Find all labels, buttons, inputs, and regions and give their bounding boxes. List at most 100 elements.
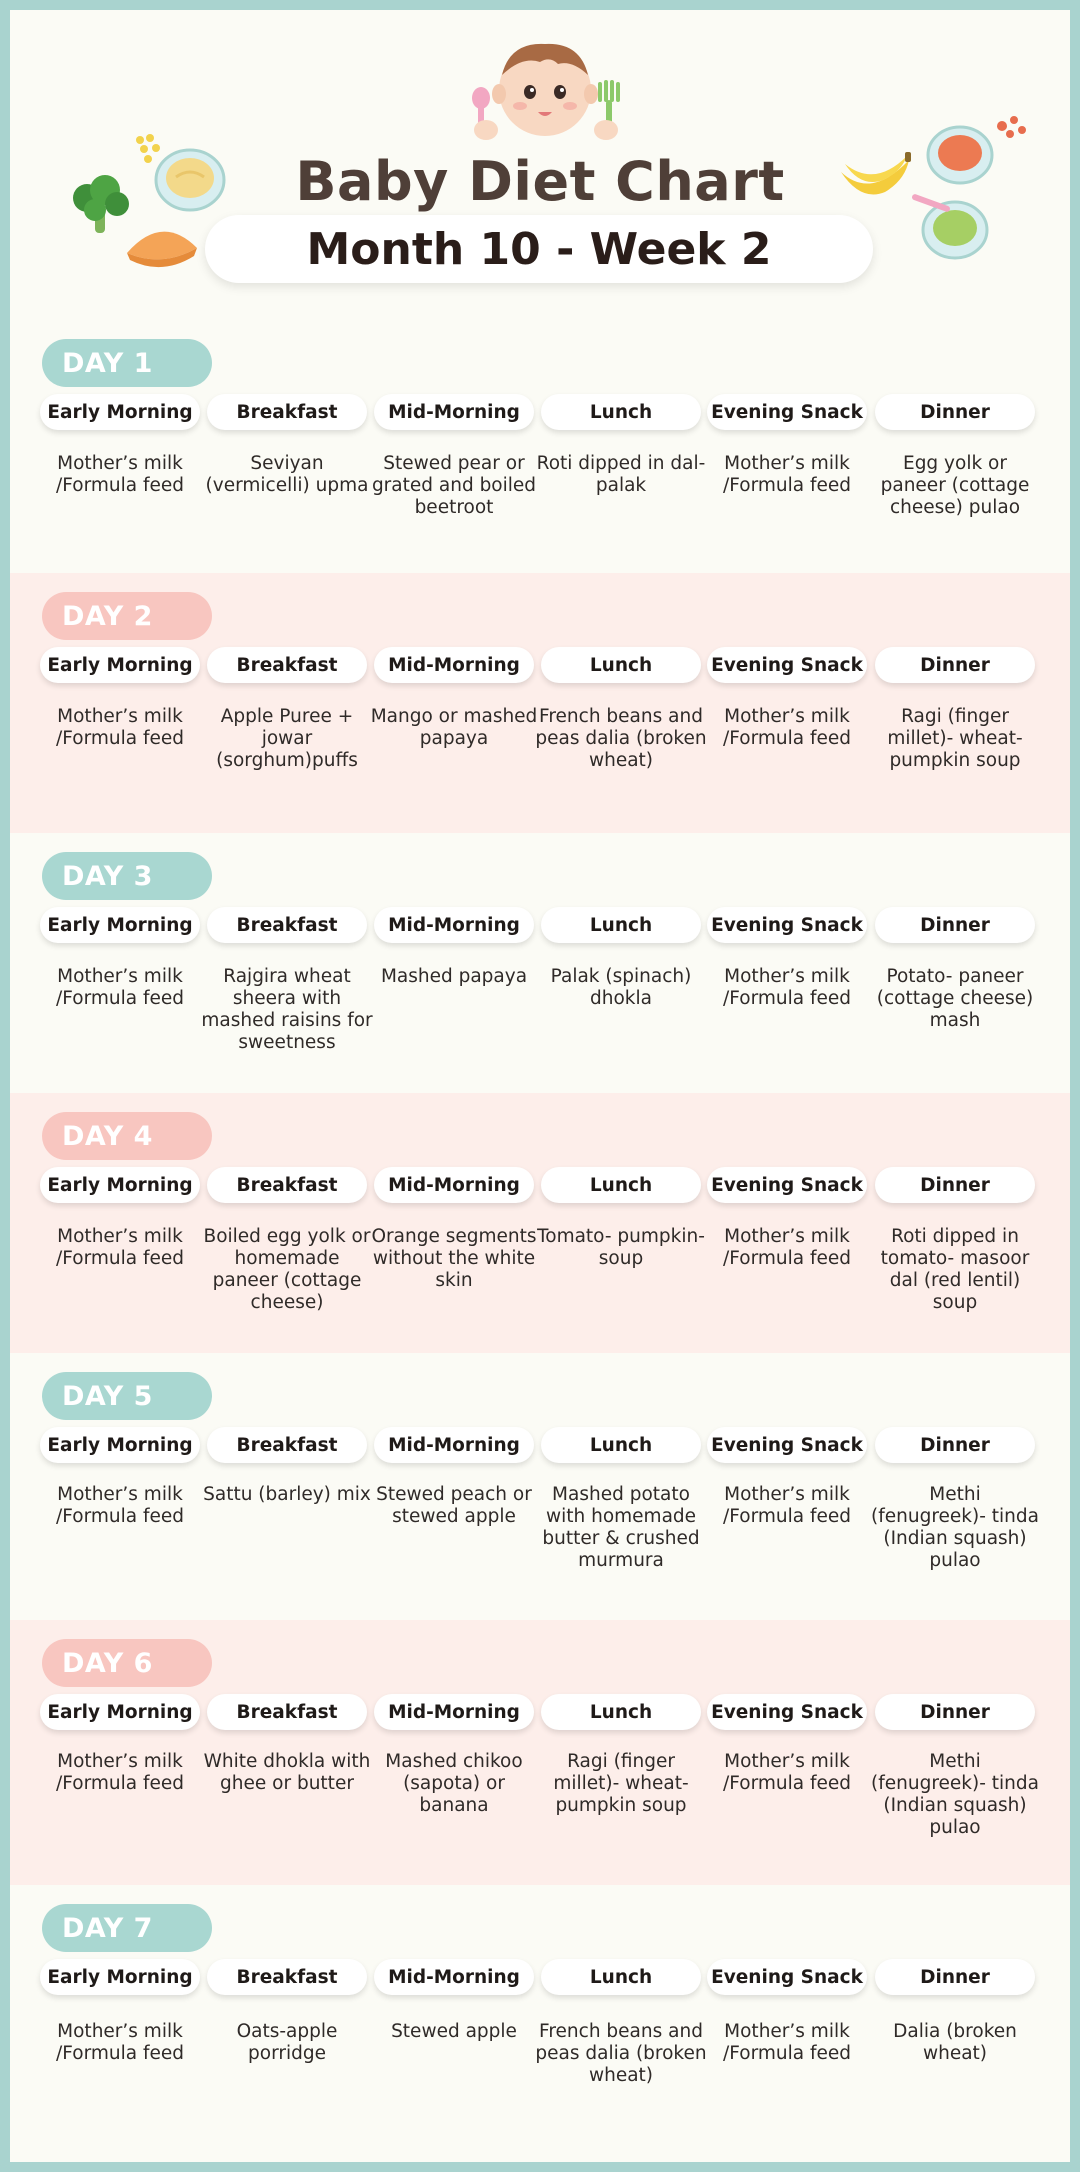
meal-header: Breakfast [207,1167,367,1203]
meal-header: Breakfast [207,394,367,430]
meal-header: Dinner [875,394,1035,430]
page-title: Baby Diet Chart [295,150,785,213]
meal-header: Lunch [541,1959,701,1995]
page-subtitle: Month 10 - Week 2 [306,223,772,275]
meal-item: Mother’s milk /Formula feed [723,453,851,496]
meal-header: Evening Snack [707,394,867,430]
meal-header: Evening Snack [707,1694,867,1730]
meal-item: Egg yolk or paneer (cottage cheese) pula… [880,453,1030,518]
meal-item: Mother’s milk /Formula feed [723,1751,851,1794]
meal-header: Mid-Morning [374,1427,534,1463]
meal-header: Mid-Morning [374,647,534,683]
meal-header: Dinner [875,1694,1035,1730]
day-section-3: DAY 3 Early Morning Mother’s milk /Formula… [10,833,1070,1093]
meal-item: Mother’s milk /Formula feed [723,1226,851,1269]
meal-header: Early Morning [40,1167,200,1203]
meal-item: Ragi (finger millet)- wheat- pumpkin sou… [553,1751,689,1816]
meal-header: Lunch [541,1427,701,1463]
day-section-6: DAY 6 Early Morning Mother’s milk /Formula… [10,1620,1070,1885]
subtitle-pill: Month 10 - Week 2 [205,215,873,283]
meal-header: Lunch [541,1694,701,1730]
meal-item: Roti dipped in tomato- masoor dal (red l… [880,1226,1030,1313]
puree-bowl-icon [154,148,226,212]
meal-header: Early Morning [40,1959,200,1995]
meal-header: Lunch [541,394,701,430]
meal-header: Dinner [875,647,1035,683]
meal-item: Tomato- pumpkin- soup [537,1226,705,1269]
meal-item: Ragi (finger millet)- wheat- pumpkin sou… [887,706,1023,771]
day-badge: DAY 4 [42,1112,212,1160]
meal-header: Evening Snack [707,1427,867,1463]
meal-item: Stewed peach or stewed apple [376,1484,532,1527]
header: Baby Diet Chart Month 10 - Week 2 [10,10,1070,320]
day-badge: DAY 2 [42,592,212,640]
meal-header: Mid-Morning [374,907,534,943]
day-section-4: DAY 4 Early Morning Mother’s milk /Formula… [10,1093,1070,1353]
meal-item: Rajgira wheat sheera with mashed raisins… [201,966,373,1053]
meal-item: French beans and peas dalia (broken whea… [535,706,707,771]
meal-item: Mother’s milk /Formula feed [723,1484,851,1527]
meal-item: Boiled egg yolk or homemade paneer (cott… [203,1226,371,1313]
meal-item: Mother’s milk /Formula feed [56,453,184,496]
meal-item: Mother’s milk /Formula feed [56,2021,184,2064]
day-badge: DAY 5 [42,1372,212,1420]
meal-header: Early Morning [40,907,200,943]
meal-item: Stewed apple [391,2021,517,2042]
meal-header: Dinner [875,1959,1035,1995]
day-section-7: DAY 7 Early Morning Mother’s milk /Formula… [10,1885,1070,2162]
meal-item: Apple Puree + jowar (sorghum)puffs [216,706,358,771]
meal-item: Methi (fenugreek)- tinda (Indian squash)… [871,1751,1039,1838]
diet-chart-page: Baby Diet Chart Month 10 - Week 2 DAY 1 E… [10,10,1070,2162]
meal-item: White dhokla with ghee or butter [203,1751,371,1794]
meal-item: Mother’s milk /Formula feed [723,706,851,749]
meal-header: Dinner [875,907,1035,943]
day-badge: DAY 3 [42,852,212,900]
day-section-5: DAY 5 Early Morning Mother’s milk /Formula… [10,1353,1070,1620]
banana-icon [841,152,911,195]
meal-item: Mother’s milk /Formula feed [56,1226,184,1269]
broccoli-icon [73,175,129,233]
meal-item: Mother’s milk /Formula feed [723,2021,851,2064]
meal-item: Mother’s milk /Formula feed [723,966,851,1009]
melon-slice-icon [127,231,197,268]
day-badge: DAY 6 [42,1639,212,1687]
meal-header: Breakfast [207,907,367,943]
day-badge: DAY 7 [42,1904,212,1952]
meal-header: Breakfast [207,1959,367,1995]
meal-header: Early Morning [40,647,200,683]
day-section-1: DAY 1 Early Morning Mother’s milk /Formula… [10,320,1070,573]
meal-item: Orange segments without the white skin [371,1226,537,1291]
meal-header: Early Morning [40,1694,200,1730]
green-puree-bowl-icon [912,194,989,260]
meal-item: Mother’s milk /Formula feed [56,966,184,1009]
tomato-soup-bowl-icon [926,116,1026,185]
meal-item: Potato- paneer (cottage cheese) mash [876,966,1034,1031]
meal-header: Evening Snack [707,1167,867,1203]
day-badge: DAY 1 [42,339,212,387]
meal-header: Early Morning [40,394,200,430]
meal-header: Dinner [875,1427,1035,1463]
meal-item: Mashed papaya [380,966,528,987]
day-section-2: DAY 2 Early Morning Mother’s milk /Formula… [10,573,1070,833]
meal-item: Mother’s milk /Formula feed [56,1484,184,1527]
meal-header: Lunch [541,907,701,943]
meal-header: Breakfast [207,647,367,683]
meal-header: Mid-Morning [374,1167,534,1203]
meal-header: Mid-Morning [374,1959,534,1995]
meal-header: Breakfast [207,1427,367,1463]
meal-item: Stewed pear or grated and boiled beetroo… [371,453,537,518]
meal-header: Dinner [875,1167,1035,1203]
baby-face-icon [472,43,620,140]
meal-item: Oats-apple porridge [236,2021,338,2064]
meal-item: Mother’s milk /Formula feed [56,1751,184,1794]
meal-header: Mid-Morning [374,394,534,430]
meal-header: Early Morning [40,1427,200,1463]
meal-item: Mango or mashed papaya [370,706,538,749]
meal-item: Mashed potato with homemade butter & cru… [542,1484,700,1571]
meal-header: Lunch [541,1167,701,1203]
meal-item: Mother’s milk /Formula feed [56,706,184,749]
corn-icon [136,134,160,163]
meal-item: French beans and peas dalia (broken whea… [535,2021,707,2086]
meal-item: Methi (fenugreek)- tinda (Indian squash)… [871,1484,1039,1571]
meal-header: Breakfast [207,1694,367,1730]
